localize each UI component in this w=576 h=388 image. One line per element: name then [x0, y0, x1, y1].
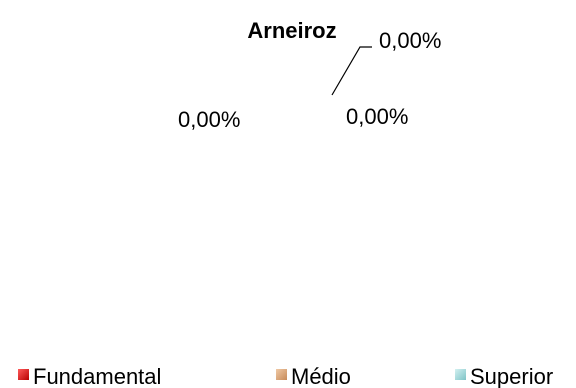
legend-swatch-medio: [276, 369, 287, 380]
legend-swatch-superior: [455, 369, 466, 380]
leader-line: [331, 46, 372, 96]
legend-swatch-fundamental: [18, 369, 29, 380]
legend: Fundamental Médio Superior: [18, 364, 553, 388]
legend-label-medio: Médio: [291, 364, 351, 388]
legend-item-fundamental: Fundamental: [18, 364, 161, 388]
legend-item-medio: Médio: [276, 364, 351, 388]
legend-item-superior: Superior: [455, 364, 553, 388]
legend-label-superior: Superior: [470, 364, 553, 388]
data-label-medio: 0,00%: [346, 104, 408, 129]
chart-title: Arneiroz: [247, 18, 336, 43]
data-label-superior: 0,00%: [379, 28, 441, 53]
data-label-fundamental: 0,00%: [178, 107, 240, 132]
legend-label-fundamental: Fundamental: [33, 364, 161, 388]
